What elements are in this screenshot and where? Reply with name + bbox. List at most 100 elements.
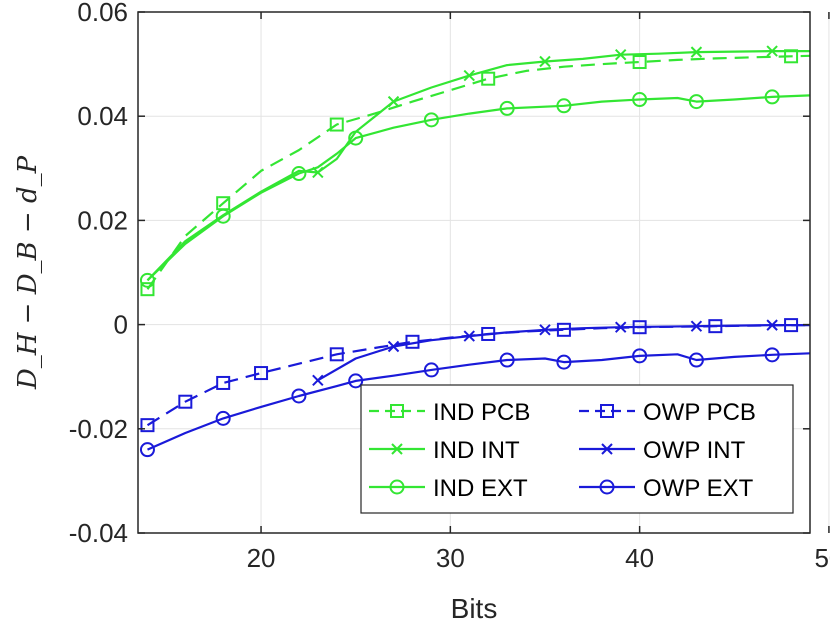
legend-marker — [390, 404, 404, 418]
data-point — [139, 272, 155, 288]
legend-label: IND INT — [433, 437, 520, 464]
x-marker-stroke — [601, 443, 613, 455]
legend-marker — [389, 479, 405, 495]
y-tick-label: 0 — [114, 310, 128, 340]
data-point — [463, 330, 475, 342]
y-axis-title-text: D_H − D_B − d_P — [13, 155, 43, 390]
legend-marker — [599, 479, 615, 495]
data-point — [348, 373, 364, 389]
x-marker-stroke — [614, 321, 627, 333]
series — [139, 347, 811, 458]
x-marker-stroke — [312, 374, 324, 387]
data-point — [423, 362, 439, 378]
x-marker-stroke — [539, 324, 551, 336]
data-point — [499, 352, 515, 368]
data-point — [291, 388, 307, 404]
x-marker-stroke — [539, 55, 551, 68]
data-point — [140, 418, 155, 433]
data-point — [387, 340, 400, 353]
legend-label: IND EXT — [433, 475, 528, 502]
legend-marker — [601, 443, 613, 455]
data-point — [348, 130, 364, 146]
x-marker-stroke — [766, 319, 778, 331]
legend-label: IND PCB — [433, 399, 530, 426]
x-marker-stroke — [463, 330, 475, 342]
y-tick-label: -0.02 — [69, 414, 128, 444]
legend-box — [360, 384, 794, 514]
x-marker-stroke — [690, 46, 703, 58]
series — [139, 89, 811, 288]
x-marker-stroke — [391, 443, 403, 455]
data-point — [688, 352, 704, 368]
data-point — [329, 117, 344, 132]
x-marker-stroke — [387, 95, 400, 108]
data-point — [539, 55, 551, 68]
data-point — [216, 375, 231, 390]
data-point — [690, 320, 703, 332]
data-point — [215, 410, 231, 426]
data-point — [140, 282, 155, 297]
legend-item: OWP EXT — [579, 475, 754, 502]
series — [140, 49, 811, 297]
data-point — [632, 55, 647, 70]
data-point — [423, 112, 439, 128]
data-point — [387, 95, 400, 108]
plot-frame — [137, 11, 811, 534]
x-tick-label: 30 — [436, 543, 465, 573]
legend-item: IND EXT — [369, 475, 528, 502]
y-tick-label: 0.06 — [77, 0, 128, 27]
x-marker-stroke — [387, 340, 400, 353]
data-point — [463, 69, 475, 82]
data-point — [556, 98, 572, 114]
legend-marker — [391, 443, 403, 455]
x-tick-label: 20 — [247, 543, 276, 573]
x-marker-stroke — [312, 166, 324, 179]
x-marker-stroke — [690, 320, 703, 332]
data-point — [499, 100, 515, 116]
data-point — [481, 71, 496, 86]
series-line — [146, 49, 810, 282]
y-tick-label: -0.04 — [69, 518, 128, 548]
data-point — [539, 324, 551, 336]
series-line — [317, 324, 810, 382]
legend: IND PCB IND INT IND EXT OWP PCB OWP INT OWP E… — [360, 384, 794, 514]
legend-label: OWP INT — [643, 437, 746, 464]
data-point — [556, 354, 572, 370]
x-tick-label: 40 — [625, 543, 654, 573]
x-marker-stroke — [614, 49, 627, 61]
data-point — [312, 374, 324, 387]
x-axis-title: Bits — [451, 593, 498, 624]
legend-item: IND INT — [369, 437, 520, 464]
series-layer — [139, 45, 811, 458]
data-point — [254, 366, 269, 381]
x-tick-label: 50 — [814, 543, 830, 573]
data-point — [291, 166, 307, 182]
data-point — [329, 347, 344, 362]
data-point — [614, 321, 627, 333]
data-point — [178, 394, 193, 409]
series-line — [146, 94, 811, 282]
x-marker-stroke — [766, 45, 778, 57]
data-point — [139, 442, 155, 458]
legend-label: OWP PCB — [643, 399, 756, 426]
series — [312, 319, 810, 387]
data-point — [690, 46, 703, 58]
series — [146, 45, 810, 282]
y-tick-label: 0.02 — [77, 205, 128, 235]
data-point — [764, 347, 780, 363]
data-point — [632, 92, 648, 108]
data-point — [766, 45, 778, 57]
legend-item: IND PCB — [369, 399, 530, 426]
legend-label: OWP EXT — [643, 475, 754, 502]
axis-ticks — [138, 11, 830, 534]
series-line — [146, 54, 811, 290]
legend-item: OWP PCB — [579, 399, 756, 426]
data-point — [766, 319, 778, 331]
legend-item: OWP INT — [579, 437, 746, 464]
y-tick-label: 0.04 — [77, 101, 128, 131]
y-axis-title: D_H − D_B − d_P — [13, 155, 43, 390]
data-point — [614, 49, 627, 61]
data-point — [215, 208, 231, 224]
y-tick-labels: -0.04 -0.02 0 0.02 0.04 0.06 — [69, 0, 128, 548]
